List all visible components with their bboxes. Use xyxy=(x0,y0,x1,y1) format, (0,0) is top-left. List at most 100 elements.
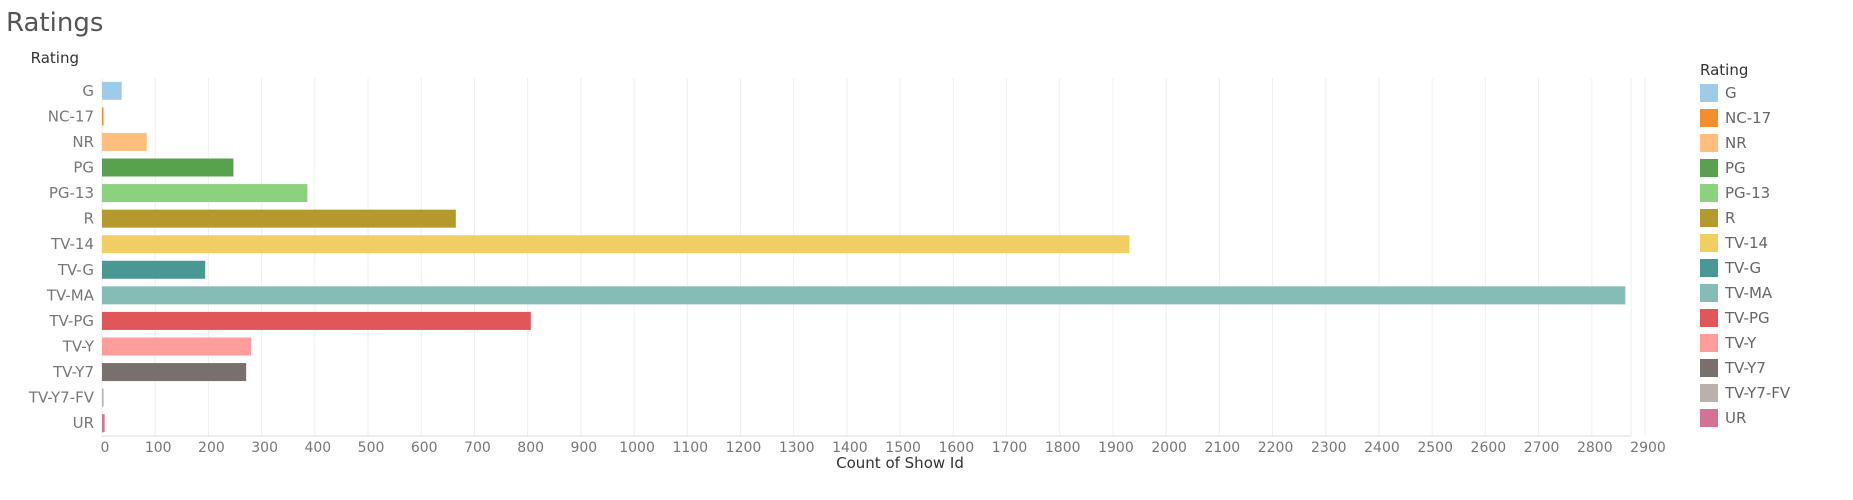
bar-tv-pg[interactable] xyxy=(102,311,531,330)
legend-swatch xyxy=(1700,308,1718,327)
category-label: TV-Y7-FV xyxy=(28,389,95,407)
legend-item-tv-y7[interactable]: TV-Y7 xyxy=(1700,355,1840,380)
x-tick-label: 2300 xyxy=(1311,440,1347,456)
legend-item-tv-g[interactable]: TV-G xyxy=(1700,255,1840,280)
legend-swatch xyxy=(1700,283,1718,302)
x-tick-label: 1900 xyxy=(1098,440,1134,456)
legend-item-nc-17[interactable]: NC-17 xyxy=(1700,105,1840,130)
legend-label: R xyxy=(1725,208,1736,227)
x-tick-label: 2000 xyxy=(1151,440,1187,456)
legend-swatch xyxy=(1700,108,1718,127)
legend-label: TV-Y7 xyxy=(1725,358,1766,377)
x-tick-label: 1000 xyxy=(619,440,655,456)
legend: Rating G NC-17 NR PG PG-13 R TV-14 TV-G TV-MA TV-… xyxy=(1700,60,1840,430)
x-tick-label: 1700 xyxy=(992,440,1028,456)
legend-item-tv-y[interactable]: TV-Y xyxy=(1700,330,1840,355)
category-label: TV-MA xyxy=(46,286,95,304)
bar-pg-13[interactable] xyxy=(102,184,308,203)
category-label: TV-Y7 xyxy=(52,363,94,381)
bar-nr[interactable] xyxy=(102,132,147,151)
legend-item-pg-13[interactable]: PG-13 xyxy=(1700,180,1840,205)
bars xyxy=(102,81,1626,433)
x-tick-label: 1300 xyxy=(779,440,815,456)
category-label: PG-13 xyxy=(49,184,94,202)
x-tick-label: 2200 xyxy=(1258,440,1294,456)
bar-nc-17[interactable] xyxy=(102,107,104,126)
category-label: PG xyxy=(73,159,94,177)
bar-pg[interactable] xyxy=(102,158,234,177)
x-tick-label: 2400 xyxy=(1364,440,1400,456)
category-label: TV-PG xyxy=(48,312,94,330)
bar-r[interactable] xyxy=(102,209,456,228)
chart-title: Ratings xyxy=(6,8,104,38)
category-label: G xyxy=(82,82,94,100)
x-tick-label: 1200 xyxy=(726,440,762,456)
x-tick-label: 1600 xyxy=(938,440,974,456)
x-tick-label: 900 xyxy=(570,440,597,456)
bar-tv-g[interactable] xyxy=(102,260,206,279)
legend-label: PG xyxy=(1725,158,1746,177)
legend-item-tv-ma[interactable]: TV-MA xyxy=(1700,280,1840,305)
legend-item-tv-y7-fv[interactable]: TV-Y7-FV xyxy=(1700,380,1840,405)
legend-swatch xyxy=(1700,358,1718,377)
legend-swatch xyxy=(1700,158,1718,177)
x-tick-label: 400 xyxy=(304,440,331,456)
gridlines xyxy=(101,78,1646,437)
legend-label: NR xyxy=(1725,133,1747,152)
legend-item-g[interactable]: G xyxy=(1700,80,1840,105)
bar-tv-y[interactable] xyxy=(102,337,251,356)
bar-tv-14[interactable] xyxy=(102,235,1130,254)
legend-label: TV-G xyxy=(1725,258,1762,277)
legend-swatch xyxy=(1700,258,1718,277)
bar-ur[interactable] xyxy=(102,414,105,433)
legend-item-tv-14[interactable]: TV-14 xyxy=(1700,230,1840,255)
x-tick-label: 2600 xyxy=(1471,440,1507,456)
category-label: NC-17 xyxy=(48,107,94,125)
x-tick-label: 0 xyxy=(101,440,110,456)
legend-swatch xyxy=(1700,133,1718,152)
legend-label: TV-14 xyxy=(1725,233,1769,252)
x-tick-label: 500 xyxy=(358,440,385,456)
legend-item-pg[interactable]: PG xyxy=(1700,155,1840,180)
x-tick-label: 2500 xyxy=(1417,440,1453,456)
legend-swatch xyxy=(1700,383,1718,402)
category-label: TV-G xyxy=(57,261,94,279)
legend-swatch xyxy=(1700,408,1718,427)
legend-label: TV-Y7-FV xyxy=(1725,383,1791,402)
legend-item-nr[interactable]: NR xyxy=(1700,130,1840,155)
x-tick-label: 2800 xyxy=(1577,440,1613,456)
x-tick-label: 600 xyxy=(411,440,438,456)
legend-swatch xyxy=(1700,333,1718,352)
legend-label: TV-PG xyxy=(1725,308,1770,327)
x-tick-label: 1500 xyxy=(885,440,921,456)
legend-label: TV-Y xyxy=(1725,333,1757,352)
legend-swatch xyxy=(1700,183,1718,202)
x-tick-label: 700 xyxy=(464,440,491,456)
x-tick-label: 1100 xyxy=(672,440,708,456)
legend-label: NC-17 xyxy=(1725,108,1772,127)
category-label: R xyxy=(84,210,94,228)
x-tick-label: 300 xyxy=(251,440,278,456)
x-tick-label: 1400 xyxy=(832,440,868,456)
bar-tv-y7-fv[interactable] xyxy=(102,388,104,407)
bar-tv-ma[interactable] xyxy=(102,286,1626,305)
bar-g[interactable] xyxy=(102,81,122,100)
x-tick-label: 200 xyxy=(198,440,225,456)
legend-title: Rating xyxy=(1700,61,1749,79)
bar-chart: Rating G NC-17 NR PG PG-13 R TV-14 TV-G TV-MA TV-… xyxy=(28,49,1666,472)
x-tick-label: 100 xyxy=(145,440,172,456)
x-axis-ticks: 0 100 200 300 400 500 600 700 800 900 1000 1100 1200… xyxy=(101,440,1666,456)
x-tick-label: 2900 xyxy=(1630,440,1666,456)
bar-tv-y7[interactable] xyxy=(102,363,247,382)
legend-item-tv-pg[interactable]: TV-PG xyxy=(1700,305,1840,330)
category-label: UR xyxy=(73,414,94,432)
x-tick-label: 2700 xyxy=(1524,440,1560,456)
category-label: TV-Y xyxy=(62,338,95,356)
legend-swatch xyxy=(1700,233,1718,252)
legend-swatch xyxy=(1700,83,1718,102)
category-label: NR xyxy=(72,133,94,151)
legend-item-r[interactable]: R xyxy=(1700,205,1840,230)
legend-item-ur[interactable]: UR xyxy=(1700,405,1840,430)
legend-label: PG-13 xyxy=(1725,183,1771,202)
category-label: TV-14 xyxy=(50,235,94,253)
